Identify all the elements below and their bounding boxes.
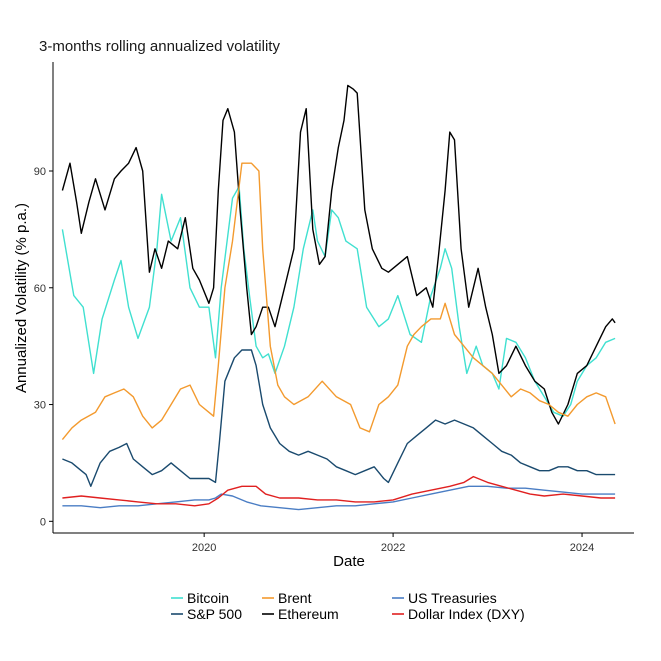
x-ticks: 2020 2022 2024 bbox=[192, 533, 594, 554]
legend-label-3: US Treasuries bbox=[408, 590, 497, 606]
x-axis-title: Date bbox=[333, 553, 365, 570]
legend-label-2: S&P 500 bbox=[187, 606, 242, 622]
y-tick-label-2: 60 bbox=[34, 283, 46, 295]
y-axis-title: Annualized Volatility (% p.a.) bbox=[13, 203, 30, 393]
y-ticks: 0 30 60 90 bbox=[34, 166, 53, 528]
y-tick-label-0: 0 bbox=[40, 516, 46, 528]
series-layer bbox=[61, 84, 616, 511]
legend-label-1: Ethereum bbox=[278, 606, 339, 622]
legend-label-4: Brent bbox=[278, 590, 312, 606]
series-line-2 bbox=[62, 349, 616, 487]
y-tick-label-1: 30 bbox=[34, 400, 46, 412]
series-line-0 bbox=[61, 185, 616, 417]
legend-label-0: Bitcoin bbox=[187, 590, 229, 606]
series-line-3 bbox=[62, 485, 616, 511]
series-line-1 bbox=[61, 84, 616, 425]
series-line-4 bbox=[61, 162, 616, 441]
y-tick-label-3: 90 bbox=[34, 166, 46, 178]
x-tick-label-2: 2024 bbox=[570, 542, 594, 554]
series-line-5 bbox=[62, 475, 616, 507]
chart-subtitle: 3-months rolling annualized volatility bbox=[39, 38, 280, 55]
x-tick-label-1: 2022 bbox=[381, 542, 405, 554]
legend-label-5: Dollar Index (DXY) bbox=[408, 606, 525, 622]
x-tick-label-0: 2020 bbox=[192, 542, 216, 554]
